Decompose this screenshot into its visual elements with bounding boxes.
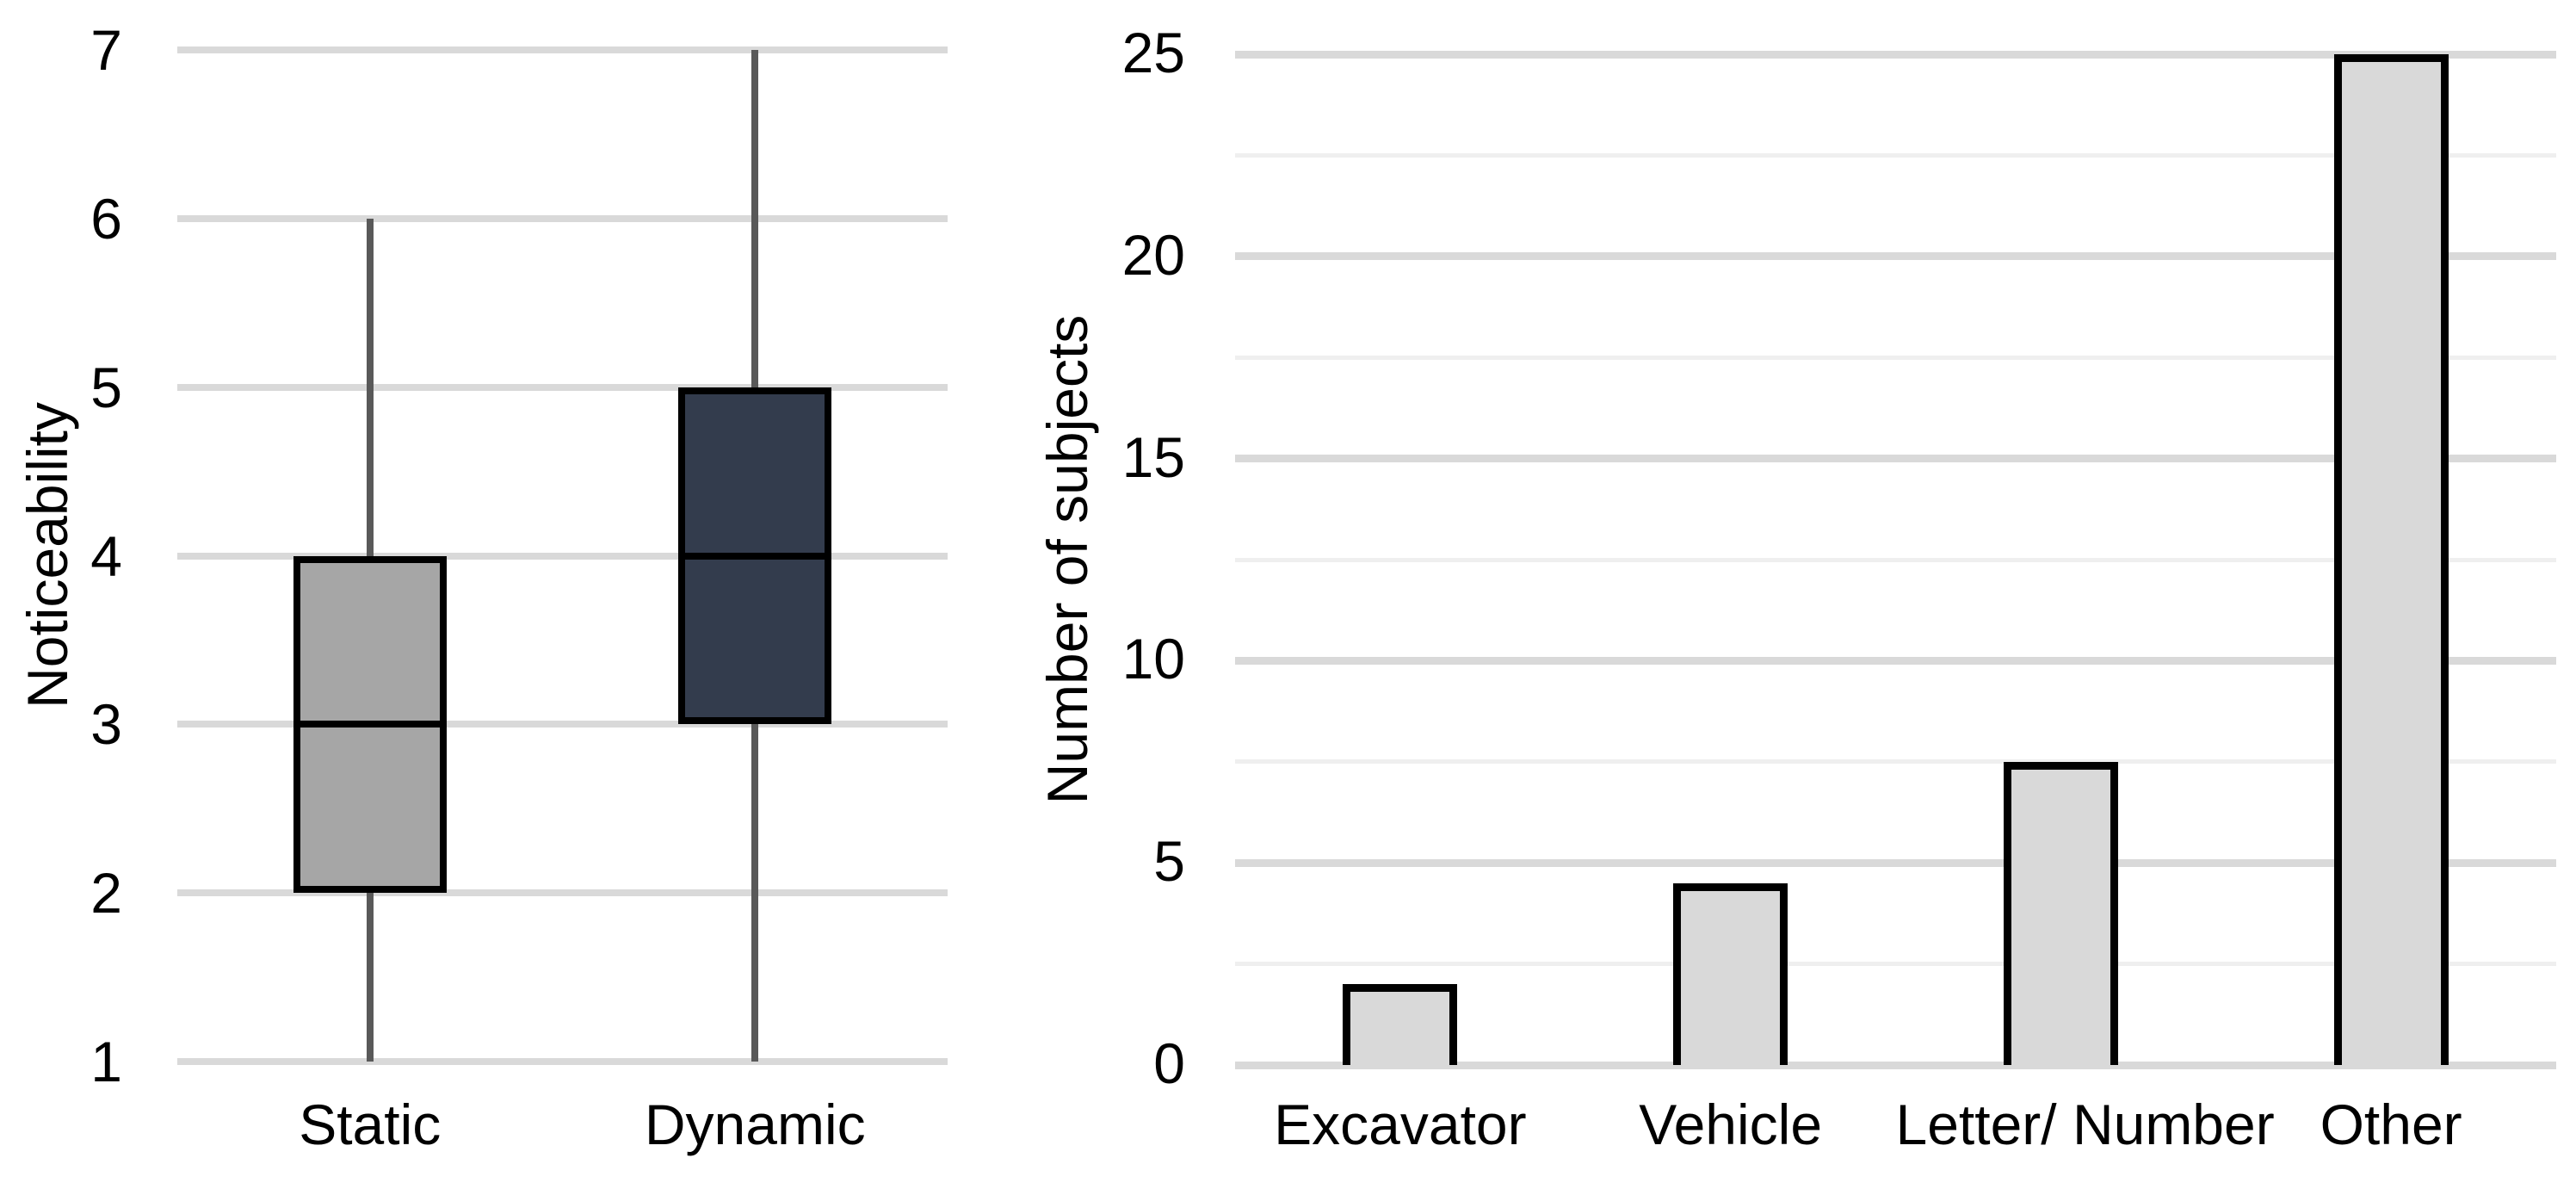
minor-gridline-y12.5 <box>1235 557 2556 562</box>
barchart-ytick-20: 20 <box>1121 222 1185 287</box>
major-gridline-y5 <box>1235 858 2556 867</box>
barchart-ytick-0: 0 <box>1153 1031 1185 1095</box>
bar-vehicle <box>1673 882 1788 1065</box>
barchart-y-axis-title: Number of subjects <box>1035 314 1099 805</box>
major-gridline-y15 <box>1235 455 2556 463</box>
category-label-letter-number: Letter/ Number <box>1895 1093 2275 1156</box>
major-gridline-y20 <box>1235 252 2556 261</box>
gridline-y5 <box>177 383 948 391</box>
boxplot-ytick-2: 2 <box>90 861 122 926</box>
barchart-ytick-25: 25 <box>1121 21 1185 84</box>
barchart-ytick-15: 15 <box>1121 424 1185 489</box>
category-label-static: Static <box>299 1093 442 1156</box>
minor-gridline-y7.5 <box>1235 759 2556 765</box>
barchart-ytick-5: 5 <box>1153 829 1185 894</box>
bar-letter-number <box>2003 761 2118 1065</box>
gridline-y7 <box>177 46 948 53</box>
category-label-excavator: Excavator <box>1274 1093 1527 1156</box>
median-static <box>293 721 447 728</box>
gridline-y4 <box>177 552 948 560</box>
category-label-dynamic: Dynamic <box>644 1093 866 1156</box>
gridline-y6 <box>177 214 948 222</box>
bar-excavator <box>1343 984 1458 1065</box>
minor-gridline-y22.5 <box>1235 152 2556 158</box>
boxplot-ytick-6: 6 <box>90 186 122 251</box>
boxplot-ytick-7: 7 <box>90 18 122 82</box>
bar-other <box>2333 54 2449 1065</box>
boxplot-ytick-1: 1 <box>90 1030 122 1093</box>
category-label-other: Other <box>2320 1093 2462 1156</box>
barchart-ytick-10: 10 <box>1121 627 1185 691</box>
minor-gridline-y17.5 <box>1235 355 2556 360</box>
gridline-y2 <box>177 889 948 897</box>
major-gridline-y0 <box>1235 1061 2556 1069</box>
median-dynamic <box>678 552 832 560</box>
boxplot-ytick-5: 5 <box>90 355 122 419</box>
gridline-y3 <box>177 721 948 728</box>
gridline-y1 <box>177 1058 948 1065</box>
major-gridline-y10 <box>1235 656 2556 665</box>
boxplot-ytick-3: 3 <box>90 692 122 757</box>
minor-gridline-y2.5 <box>1235 962 2556 967</box>
category-label-vehicle: Vehicle <box>1639 1093 1823 1156</box>
boxplot-ytick-4: 4 <box>90 523 122 588</box>
major-gridline-y25 <box>1235 50 2556 59</box>
